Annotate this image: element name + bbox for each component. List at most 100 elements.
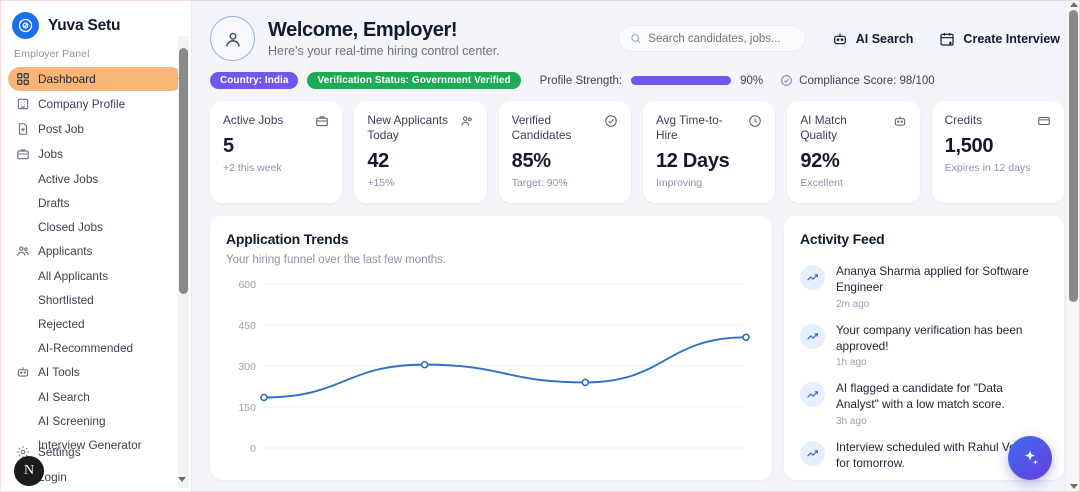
compliance-score: Compliance Score: 98/100 (780, 74, 935, 87)
welcome-text-block: Welcome, Employer! Here's your real-time… (268, 19, 500, 58)
sidebar-item-closed-jobs[interactable]: Closed Jobs (38, 220, 103, 234)
sidebar-nav: Employer Panel Dashboard Company Profile… (0, 44, 191, 452)
svg-text:300: 300 (238, 361, 256, 373)
verification-badge: Verification Status: Government Verified (307, 72, 521, 89)
stat-card-credits[interactable]: Credits 1,500 Expires in 12 days (931, 101, 1064, 204)
stat-sub: Target: 90% (511, 177, 568, 190)
list-item[interactable]: AI flagged a candidate for "Data Analyst… (800, 381, 1048, 427)
sidebar-item-drafts[interactable]: Drafts (38, 196, 70, 210)
stat-cards: Active Jobs 5 +2 this week New Applicant… (210, 101, 1064, 204)
stat-value: 42 (367, 150, 389, 173)
activity-text: Interview scheduled with Rahul Verma for… (836, 439, 1036, 470)
list-item[interactable]: Your company verification has been appro… (800, 323, 1048, 369)
sidebar-item-label: Company Profile (38, 97, 126, 111)
stat-sub: +2 this week (223, 162, 282, 175)
activity-feed-card: Activity Feed Ananya Sharma applied for … (784, 216, 1064, 481)
sidebar-item-ai-recommended[interactable]: AI-Recommended (38, 341, 134, 355)
stat-sub: Expires in 12 days (944, 162, 1031, 175)
sidebar-item-post-job[interactable]: Post Job (8, 117, 183, 141)
svg-text:600: 600 (238, 279, 256, 291)
trending-up-icon (800, 382, 825, 408)
sidebar-item-applicants[interactable]: Applicants (8, 239, 183, 263)
users-icon (460, 116, 472, 126)
application-trends-card: Application Trends Your hiring funnel ov… (210, 216, 772, 481)
chart-title: Application Trends (226, 231, 349, 248)
ai-search-label: AI Search (855, 31, 914, 46)
sidebar-scrollbar-thumb[interactable] (179, 48, 188, 294)
stat-card-verified-candidates[interactable]: Verified Candidates 85% Target: 90% (498, 101, 631, 204)
profile-strength-bar (631, 76, 732, 85)
sidebar-item-ai-search[interactable]: AI Search (38, 390, 90, 404)
ai-assistant-fab[interactable] (1008, 436, 1052, 480)
chart-area: 0 150 300 450 600 (226, 278, 756, 459)
profile-strength-label: Profile Strength: (539, 74, 623, 87)
application-trends-chart[interactable]: 0 150 300 450 600 (226, 278, 752, 456)
compass-icon (12, 12, 39, 39)
stat-label: Verified Candidates (511, 113, 572, 143)
header-actions: AI Search Create Interview (617, 25, 1064, 52)
activity-time: 1h ago (836, 357, 867, 369)
sidebar-item-rejected[interactable]: Rejected (38, 317, 85, 331)
page-scrollbar-thumb[interactable] (1069, 10, 1078, 302)
briefcase-icon (316, 116, 329, 127)
scroll-up-arrow-icon[interactable] (1070, 2, 1078, 7)
check-circle-icon (605, 115, 617, 127)
activity-text: Ananya Sharma applied for Software Engin… (836, 264, 1029, 294)
sidebar-item-label: AI Tools (38, 365, 80, 379)
sidebar-item-ai-tools[interactable]: AI Tools (8, 360, 183, 384)
user-avatar-badge[interactable]: N (14, 456, 44, 486)
welcome-header: Welcome, Employer! Here's your real-time… (210, 0, 1064, 61)
stat-card-active-jobs[interactable]: Active Jobs 5 +2 this week (210, 101, 343, 204)
search-box[interactable] (617, 25, 806, 52)
stat-label: Active Jobs (223, 113, 284, 127)
clock-icon (749, 115, 762, 127)
stat-label: AI Match Quality (800, 113, 847, 143)
list-item[interactable]: Ananya Sharma applied for Software Engin… (800, 264, 1048, 310)
sidebar-item-label: Jobs (38, 147, 63, 161)
sidebar-item-all-applicants[interactable]: All Applicants (38, 269, 109, 283)
sidebar-item-interview-generator[interactable]: Interview Generator (38, 438, 142, 452)
sidebar-item-shortlisted[interactable]: Shortlisted (38, 293, 94, 307)
building-icon (17, 98, 29, 110)
sidebar-item-settings[interactable]: Settings (8, 440, 183, 464)
sidebar: Yuva Setu Employer Panel Dashboard Compa… (0, 0, 192, 492)
sidebar-item-dashboard[interactable]: Dashboard (8, 67, 183, 91)
credit-card-icon (1038, 117, 1050, 125)
brand[interactable]: Yuva Setu (0, 0, 191, 49)
stat-card-avg-time-to-hire[interactable]: Avg Time-to-Hire 12 Days Improving (642, 101, 776, 204)
stat-value: 5 (223, 135, 234, 158)
activity-text: AI flagged a candidate for "Data Analyst… (836, 381, 1005, 412)
stat-sub: Improving (655, 177, 703, 190)
brand-name: Yuva Setu (48, 16, 121, 34)
compliance-label: Compliance Score: 98/100 (799, 74, 935, 87)
trending-up-icon (800, 323, 825, 349)
scroll-down-arrow-icon[interactable] (1070, 484, 1078, 489)
trending-up-icon (800, 265, 825, 291)
calendar-plus-icon (940, 32, 955, 46)
stat-sub: +15% (367, 177, 395, 190)
sidebar-item-active-jobs[interactable]: Active Jobs (38, 172, 99, 186)
stat-label: Avg Time-to-Hire (655, 113, 723, 143)
sidebar-item-ai-screening[interactable]: AI Screening (38, 414, 106, 428)
stat-label: Credits (944, 113, 983, 127)
stat-card-ai-match-quality[interactable]: AI Match Quality 92% Excellent (787, 101, 920, 204)
page-subtitle: Here's your real-time hiring control cen… (268, 44, 500, 58)
page-scrollbar[interactable] (1065, 0, 1080, 492)
ai-search-button[interactable]: AI Search (832, 31, 914, 47)
activity-time: 3h ago (836, 415, 867, 427)
sidebar-item-company-profile[interactable]: Company Profile (8, 92, 183, 116)
sidebar-item-jobs[interactable]: Jobs (8, 142, 183, 166)
create-interview-button[interactable]: Create Interview (939, 31, 1060, 47)
sidebar-item-label: Login (38, 470, 67, 484)
search-input[interactable] (648, 32, 794, 45)
sidebar-item-label: Dashboard (38, 72, 96, 86)
list-item[interactable]: Interview scheduled with Rahul Verma for… (800, 440, 1048, 475)
stat-card-new-applicants[interactable]: New Applicants Today 42 +15% (354, 101, 487, 204)
stat-label: New Applicants Today (367, 113, 448, 143)
briefcase-icon (17, 149, 29, 160)
activity-feed-list: Ananya Sharma applied for Software Engin… (800, 264, 1048, 474)
robot-icon (833, 33, 846, 44)
scroll-down-arrow-icon[interactable] (178, 477, 186, 482)
stat-value: 12 Days (655, 150, 730, 173)
